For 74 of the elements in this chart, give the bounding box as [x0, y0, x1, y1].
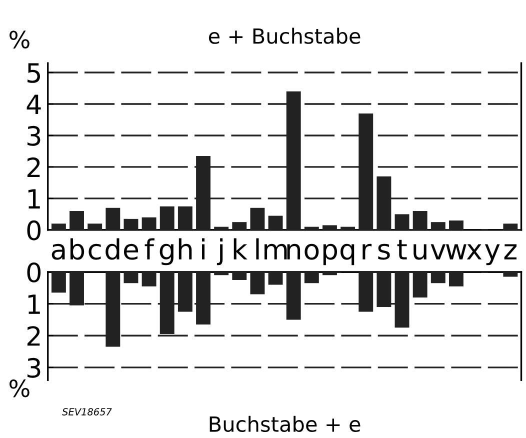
x-tick-label: f [144, 238, 154, 260]
x-tick-label: y [484, 244, 500, 266]
y-tick-label: 1 [28, 294, 40, 314]
x-tick-label: b [70, 238, 84, 260]
bar [214, 272, 229, 276]
y-tick-label: 2 [27, 157, 40, 178]
bar [70, 211, 84, 230]
bar [430, 222, 446, 230]
x-tick-label: x [466, 244, 482, 260]
x-tick-label: t [397, 240, 407, 260]
bar [412, 211, 428, 230]
bar [178, 206, 192, 230]
y-tick-label: 3 [28, 358, 40, 378]
bar [232, 222, 247, 230]
bar [304, 272, 319, 284]
x-tick-label: h [178, 238, 192, 260]
y-tick-label: 4 [26, 94, 41, 114]
bar [340, 226, 356, 230]
bar [124, 218, 138, 230]
bar [51, 272, 66, 293]
bar [448, 220, 464, 230]
bar [142, 217, 156, 230]
y-axis-title: % [10, 379, 30, 398]
bar [448, 272, 464, 286]
x-tick-label: m [264, 244, 287, 260]
x-tick-label: o [304, 244, 319, 260]
bar [503, 272, 518, 277]
y-tick-label: 0 [27, 262, 41, 282]
bar [124, 272, 138, 284]
x-tick-label: e [124, 244, 138, 260]
y-tick-label: 3 [28, 126, 40, 146]
x-tick-label: l [256, 238, 259, 260]
x-tick-label: j [216, 238, 223, 266]
y-tick-label: 0 [27, 220, 41, 240]
y-tick-label: 2 [27, 326, 40, 346]
bar [214, 226, 229, 230]
bar [250, 208, 265, 230]
x-tick-label: c [88, 244, 101, 260]
bar [503, 224, 518, 230]
bar [88, 224, 102, 230]
x-tick-label: g [160, 244, 174, 266]
bar [304, 226, 319, 230]
x-tick-label: p [323, 244, 338, 266]
x-tick-label: s [378, 244, 390, 260]
x-tick-label: w [446, 244, 466, 260]
bar [322, 272, 337, 276]
chart-title: e + Buchstabe [208, 28, 360, 44]
bar [232, 272, 247, 280]
bar [51, 224, 66, 230]
bar [160, 206, 174, 230]
y-tick-label: 5 [28, 63, 40, 83]
x-axis-title: Buchstabe + e [210, 416, 360, 432]
bar [268, 272, 283, 285]
y-axis-title: % [10, 30, 30, 48]
x-tick-label: u [414, 244, 426, 260]
x-tick-label: n [287, 244, 300, 260]
bar [322, 225, 337, 230]
bar [430, 272, 446, 284]
text: SEV18657 [62, 408, 112, 416]
x-tick-label: r [362, 244, 372, 260]
x-tick-label: q [340, 244, 354, 266]
y-tick-label: 1 [28, 189, 40, 208]
bar [142, 272, 156, 286]
x-tick-label: v [430, 244, 446, 260]
bar [394, 214, 410, 230]
x-tick-label: i [202, 238, 205, 260]
x-tick-label: d [106, 238, 120, 260]
x-tick-label: k [234, 238, 248, 260]
x-tick-label: z [504, 244, 517, 260]
bar [250, 272, 265, 294]
bar [106, 208, 120, 230]
x-tick-label: a [52, 244, 65, 260]
bar [268, 216, 283, 230]
bar [412, 272, 428, 298]
